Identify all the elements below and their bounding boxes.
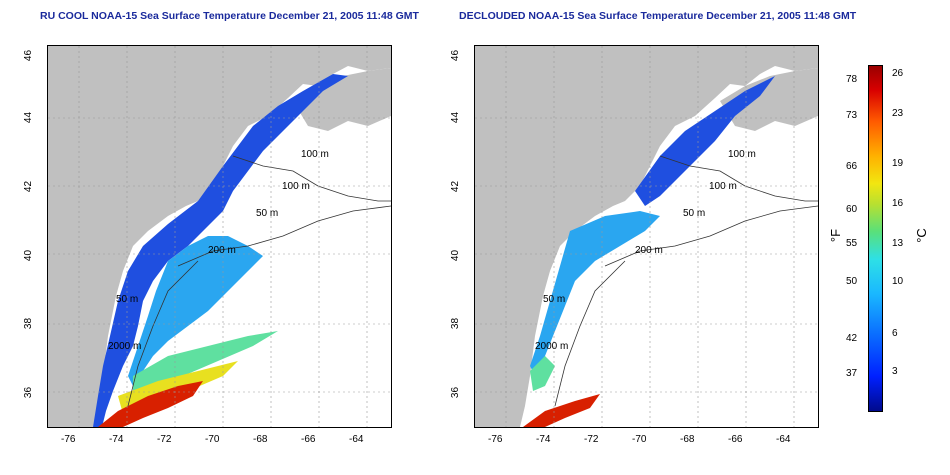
lon-tick: -68 <box>680 434 695 445</box>
isobath-line-shelf <box>127 260 199 407</box>
lon-tick: -64 <box>776 434 791 445</box>
lat-tick: 46 <box>450 49 462 62</box>
isobath-label: 100 m <box>301 149 329 160</box>
land-mass <box>475 46 818 427</box>
celsius-tick: 16 <box>892 198 904 209</box>
lon-tick: -70 <box>632 434 647 445</box>
celsius-tick: 10 <box>892 276 904 287</box>
celsius-tick: 3 <box>892 366 898 377</box>
fahrenheit-tick: 42 <box>846 333 858 344</box>
lat-tick: 38 <box>450 317 462 330</box>
fahrenheit-tick: 78 <box>846 74 858 85</box>
sst-coverage-mid <box>133 331 278 401</box>
lon-tick: -66 <box>301 434 316 445</box>
lat-tick: 44 <box>23 111 35 124</box>
sst-coverage-cool <box>128 236 263 386</box>
lon-tick: -68 <box>253 434 268 445</box>
lon-tick: -66 <box>728 434 743 445</box>
fahrenheit-tick: 55 <box>846 238 858 249</box>
lat-tick: 40 <box>450 249 462 262</box>
lat-tick: 36 <box>23 386 35 399</box>
lon-tick: -72 <box>584 434 599 445</box>
isobath-line-deep <box>177 205 391 267</box>
graticule <box>475 46 818 427</box>
fahrenheit-tick: 50 <box>846 276 858 287</box>
fahrenheit-unit-label: °F <box>828 228 844 243</box>
left-map-canvas <box>48 46 391 427</box>
isobath-label: 50 m <box>116 294 139 305</box>
sst-coverage-mid <box>530 356 555 391</box>
isobath-label: 50 m <box>683 208 706 219</box>
celsius-unit-label: °C <box>913 228 929 243</box>
sst-coverage-cold <box>93 74 348 427</box>
lat-tick: 46 <box>23 49 35 62</box>
land-mass <box>48 46 391 427</box>
isobath-line-deep <box>604 205 818 267</box>
sst-coverage-cold <box>635 76 775 206</box>
isobath-label: 2000 m <box>108 341 142 352</box>
lon-tick: -70 <box>205 434 220 445</box>
isobath-label: 50 m <box>256 208 279 219</box>
right-map-canvas <box>475 46 818 427</box>
isobath-label: 100 m <box>709 181 737 192</box>
lat-tick: 40 <box>23 249 35 262</box>
lat-tick: 42 <box>23 180 35 193</box>
sst-coverage-hot <box>523 394 600 427</box>
fahrenheit-tick: 66 <box>846 161 858 172</box>
isobath-label: 2000 m <box>535 341 569 352</box>
isobath-label: 50 m <box>543 294 566 305</box>
isobath-label: 100 m <box>728 149 756 160</box>
lat-tick: 38 <box>23 317 35 330</box>
lon-tick: -76 <box>61 434 76 445</box>
graticule <box>48 46 391 427</box>
lat-tick: 36 <box>450 386 462 399</box>
lon-tick: -64 <box>349 434 364 445</box>
lat-tick: 42 <box>450 180 462 193</box>
isobath-label: 200 m <box>635 245 663 256</box>
lat-tick: 44 <box>450 111 462 124</box>
sst-coverage-hot <box>98 381 203 427</box>
temperature-colorbar <box>868 65 883 412</box>
land-nova-scotia <box>720 68 818 131</box>
right-map-title: DECLOUDED NOAA-15 Sea Surface Temperatur… <box>459 10 857 22</box>
right-sst-map: 100 m 100 m 50 m 200 m 50 m 2000 m <box>474 45 819 428</box>
celsius-tick: 13 <box>892 238 904 249</box>
fahrenheit-tick: 60 <box>846 204 858 215</box>
celsius-tick: 6 <box>892 328 898 339</box>
fahrenheit-tick: 37 <box>846 368 858 379</box>
celsius-tick: 19 <box>892 158 904 169</box>
lon-tick: -74 <box>536 434 551 445</box>
left-map-title: RU COOL NOAA-15 Sea Surface Temperature … <box>40 10 419 22</box>
lon-tick: -76 <box>488 434 503 445</box>
isobath-label: 200 m <box>208 245 236 256</box>
isobath-line-shelf <box>554 260 626 407</box>
fahrenheit-tick: 73 <box>846 110 858 121</box>
celsius-tick: 26 <box>892 68 904 79</box>
left-sst-map: 100 m 100 m 50 m 200 m 50 m 2000 m <box>47 45 392 428</box>
isobath-label: 100 m <box>282 181 310 192</box>
lon-tick: -74 <box>109 434 124 445</box>
celsius-tick: 23 <box>892 108 904 119</box>
lon-tick: -72 <box>157 434 172 445</box>
land-nova-scotia <box>293 68 391 131</box>
